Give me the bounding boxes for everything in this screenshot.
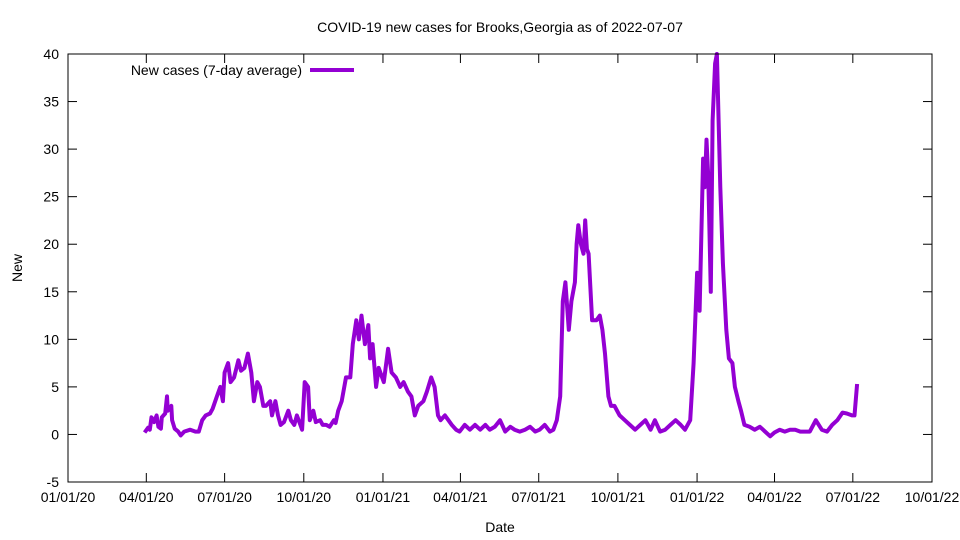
y-axis-ticks: -5 0 5 10 15 20 25 30 35 40 xyxy=(43,46,932,490)
y-tick-label: 20 xyxy=(43,236,59,252)
y-tick-label: 25 xyxy=(43,189,59,205)
x-tick-label: 07/01/20 xyxy=(197,489,252,505)
x-tick-label: 04/01/21 xyxy=(433,489,488,505)
x-tick-label: 04/01/22 xyxy=(747,489,802,505)
series-group xyxy=(142,52,860,439)
y-tick-label: 10 xyxy=(43,331,59,347)
x-tick-label: 01/01/22 xyxy=(670,489,725,505)
legend: New cases (7-day average) xyxy=(131,62,354,78)
x-tick-label: 10/01/21 xyxy=(591,489,646,505)
x-tick-label: 07/01/22 xyxy=(826,489,881,505)
y-tick-label: 40 xyxy=(43,46,59,62)
y-tick-label: 15 xyxy=(43,284,59,300)
y-tick-label: 0 xyxy=(51,426,59,442)
x-tick-label: 10/01/22 xyxy=(905,489,960,505)
chart-title: COVID-19 new cases for Brooks,Georgia as… xyxy=(317,19,683,35)
legend-label: New cases (7-day average) xyxy=(131,62,302,78)
x-tick-label: 04/01/20 xyxy=(119,489,174,505)
y-tick-label: 30 xyxy=(43,141,59,157)
y-axis-label: New xyxy=(9,253,25,282)
x-axis-ticks: 01/01/20 04/01/20 07/01/20 10/01/20 01/01/21… xyxy=(41,54,960,505)
x-axis-label: Date xyxy=(485,519,515,535)
y-tick-label: 35 xyxy=(43,94,59,110)
x-tick-label: 10/01/20 xyxy=(277,489,332,505)
y-tick-label: -5 xyxy=(47,474,60,490)
plot-frame xyxy=(67,53,933,483)
x-tick-label: 07/01/21 xyxy=(511,489,566,505)
x-tick-label: 01/01/20 xyxy=(41,489,96,505)
series-line xyxy=(142,52,860,439)
y-tick-label: 5 xyxy=(51,379,59,395)
x-tick-label: 01/01/21 xyxy=(356,489,411,505)
